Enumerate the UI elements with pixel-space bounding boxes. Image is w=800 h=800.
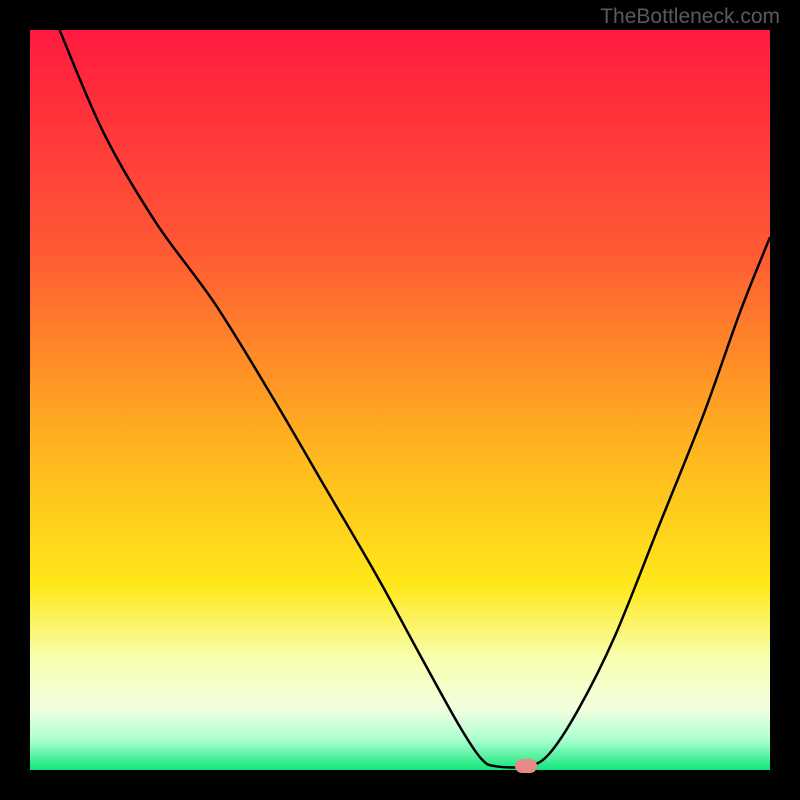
bottleneck-chart (30, 30, 770, 770)
curve-path (60, 30, 770, 767)
performance-curve (30, 30, 770, 770)
optimal-marker (515, 759, 537, 773)
watermark-text: TheBottleneck.com (600, 5, 780, 29)
